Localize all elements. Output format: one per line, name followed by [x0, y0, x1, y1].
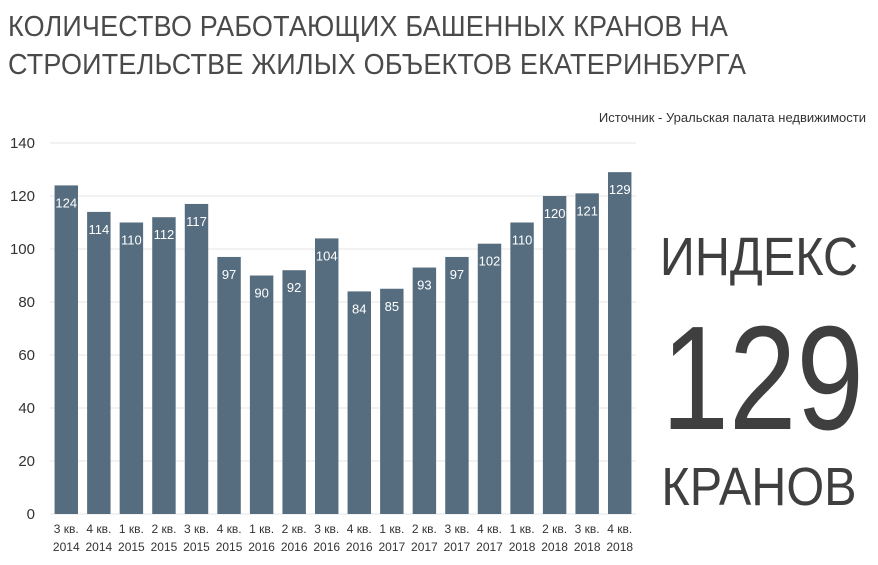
y-tick-label: 0: [27, 506, 35, 523]
bar: [575, 193, 599, 514]
x-tick-label-year: 2015: [183, 540, 210, 554]
source-note: Источник - Уральская палата недвижимости: [598, 110, 866, 125]
x-tick-label-quarter: 4 кв.: [86, 522, 111, 536]
bar-value-label: 102: [479, 254, 501, 269]
y-tick-label: 80: [18, 294, 35, 311]
x-tick-label-quarter: 4 кв.: [347, 522, 372, 536]
x-tick-label-year: 2017: [411, 540, 438, 554]
bar: [282, 270, 306, 514]
x-tick-label-quarter: 4 кв.: [607, 522, 632, 536]
chart-title-line-1: КОЛИЧЕСТВО РАБОТАЮЩИХ БАШЕННЫХ КРАНОВ НА: [8, 11, 729, 43]
x-tick-label-year: 2016: [281, 540, 308, 554]
bar-value-label: 114: [88, 222, 109, 237]
bar: [608, 172, 632, 514]
x-tick-label-year: 2018: [606, 540, 633, 554]
x-tick-label-quarter: 1 кв.: [119, 522, 144, 536]
bar: [542, 196, 567, 514]
chart-title: КОЛИЧЕСТВО РАБОТАЮЩИХ БАШЕННЫХ КРАНОВ НА…: [8, 8, 746, 84]
bar: [249, 275, 274, 514]
bar: [217, 256, 241, 514]
x-tick-label-year: 2018: [574, 540, 601, 554]
bar-value-label: 124: [55, 195, 77, 210]
x-tick-label-year: 2015: [118, 540, 145, 554]
x-tick-label-year: 2017: [444, 540, 471, 554]
x-tick-label-quarter: 1 кв.: [510, 522, 535, 536]
bar: [184, 203, 209, 514]
x-tick-label-quarter: 3 кв.: [54, 522, 79, 536]
bar: [315, 238, 339, 514]
x-tick-label-quarter: 3 кв.: [444, 522, 469, 536]
bar-value-label: 117: [186, 214, 207, 229]
x-tick-label-year: 2018: [509, 540, 536, 554]
bar-value-label: 120: [544, 206, 566, 221]
x-tick-label-quarter: 4 кв.: [477, 522, 502, 536]
x-tick-label-year: 2018: [541, 540, 568, 554]
bar: [119, 222, 144, 514]
bar: [380, 288, 404, 514]
bar-value-label: 112: [154, 227, 175, 242]
bar-value-label: 97: [450, 267, 464, 282]
x-tick-label-year: 2015: [216, 540, 243, 554]
y-tick-label: 40: [18, 400, 35, 417]
bar-chart: 0 20 40 60 80 100 120 140 124 3 кв. 2014 114 4 кв. 20…: [10, 135, 636, 554]
x-tick-label-year: 2014: [53, 540, 80, 554]
x-tick-label-quarter: 4 кв.: [217, 522, 242, 536]
bar-value-label: 129: [609, 182, 631, 197]
y-tick-label: 140: [10, 135, 35, 152]
x-tick-label-quarter: 2 кв.: [282, 522, 307, 536]
y-tick-label: 100: [10, 241, 35, 258]
bar: [87, 211, 111, 514]
bar: [510, 222, 534, 514]
x-tick-label-quarter: 3 кв.: [575, 522, 600, 536]
cranes-label: КРАНОВ: [661, 457, 857, 517]
bar: [152, 217, 176, 514]
bar-value-label: 121: [576, 203, 598, 218]
bar: [477, 243, 502, 514]
x-tick-label-year: 2017: [476, 540, 503, 554]
x-tick-label-quarter: 1 кв.: [249, 522, 274, 536]
index-label: ИНДЕКС: [659, 227, 859, 287]
x-tick-label-quarter: 3 кв.: [184, 522, 209, 536]
x-tick-label-year: 2016: [313, 540, 340, 554]
bar-value-label: 97: [222, 267, 236, 282]
x-tick-label-year: 2017: [378, 540, 405, 554]
x-tick-label-quarter: 2 кв.: [412, 522, 437, 536]
bar: [412, 267, 437, 514]
bar-value-label: 92: [287, 280, 301, 295]
bar-value-label: 85: [385, 299, 399, 314]
x-tick-label-year: 2016: [346, 540, 373, 554]
bar-value-label: 104: [316, 248, 338, 263]
x-tick-label-year: 2014: [85, 540, 112, 554]
bar: [54, 185, 78, 514]
x-tick-label-quarter: 2 кв.: [542, 522, 567, 536]
y-tick-label: 20: [18, 453, 35, 470]
bar-value-label: 90: [254, 286, 268, 301]
bar: [445, 256, 469, 514]
index-value: 129: [661, 296, 864, 461]
x-tick-label-quarter: 3 кв.: [314, 522, 339, 536]
bar-value-label: 93: [417, 278, 431, 293]
y-tick-label: 60: [18, 347, 35, 364]
bar-value-label: 110: [512, 233, 533, 248]
y-tick-label: 120: [10, 188, 35, 205]
chart-title-line-2: СТРОИТЕЛЬСТВЕ ЖИЛЫХ ОБЪЕКТОВ ЕКАТЕРИНБУР…: [8, 49, 747, 81]
bar: [347, 291, 371, 514]
bar-value-label: 84: [352, 301, 366, 316]
x-tick-label-year: 2015: [151, 540, 178, 554]
x-tick-label-quarter: 2 кв.: [151, 522, 176, 536]
bar-value-label: 110: [121, 233, 142, 248]
x-tick-label-year: 2016: [248, 540, 275, 554]
x-tick-label-quarter: 1 кв.: [379, 522, 404, 536]
